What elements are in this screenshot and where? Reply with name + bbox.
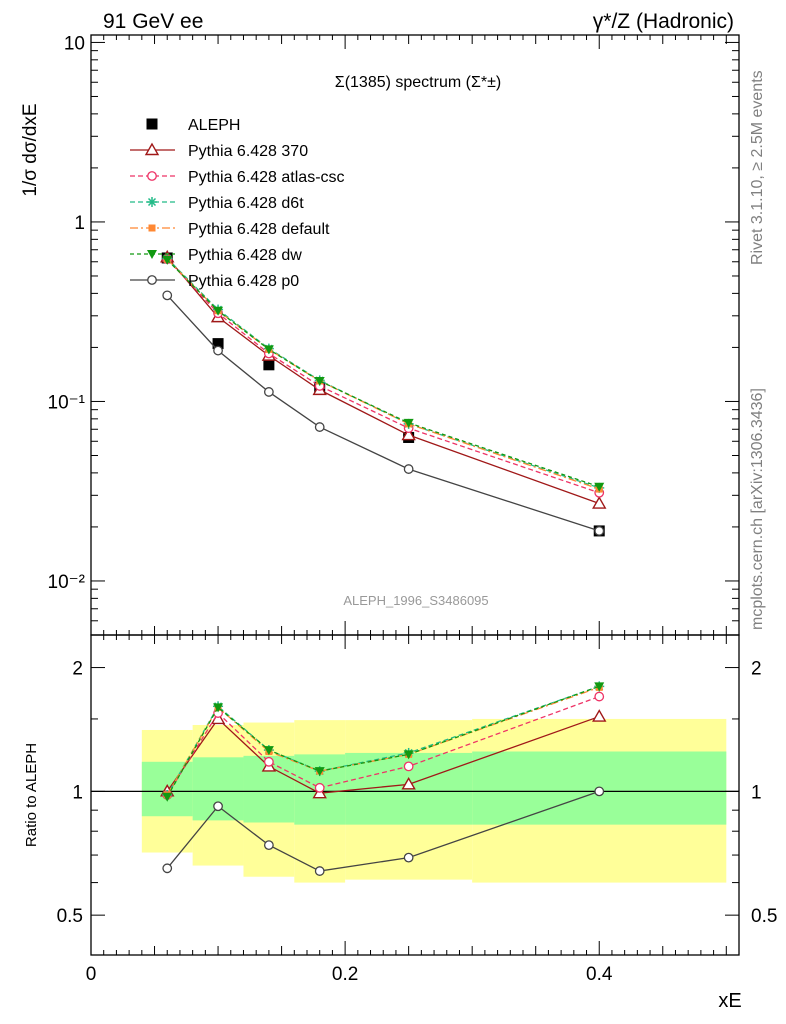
legend-item-pythia-6-428-370: Pythia 6.428 370	[130, 142, 308, 160]
x-tick-label: 0	[86, 964, 97, 985]
x-axis-label: xE	[718, 990, 741, 1012]
ratio-y-tick-label-right: 0.5	[751, 906, 777, 927]
data-marker	[403, 418, 414, 428]
ratio-y-tick-label-left: 2	[72, 659, 83, 680]
main-y-tick-label: 10	[64, 33, 85, 54]
data-marker	[594, 786, 605, 797]
data-marker	[263, 746, 274, 756]
data-marker	[403, 750, 414, 760]
analysis-label: ALEPH_1996_S3486095	[343, 593, 488, 608]
legend-item-pythia-6-428-atlas-csc: Pythia 6.428 atlas-csc	[130, 169, 345, 186]
legend-item-aleph: ALEPH	[146, 117, 240, 134]
legend-item-pythia-6-428-p0: Pythia 6.428 p0	[130, 273, 299, 290]
main-y-tick-label: 10⁻¹	[48, 392, 86, 413]
series-pythia-6-428-dw-line	[166, 259, 600, 488]
series-pythia-6-428-p0-line	[166, 790, 600, 872]
data-marker	[147, 275, 157, 285]
legend-label: Pythia 6.428 d6t	[188, 195, 304, 212]
data-marker	[314, 422, 325, 432]
star-stroke	[147, 197, 157, 207]
legend-item-pythia-6-428-d6t: Pythia 6.428 d6t	[130, 195, 304, 212]
series-pythia-6-428-370-line	[166, 715, 600, 794]
data-marker	[144, 142, 160, 156]
series-pythia-6-428-p0	[162, 786, 605, 876]
data-marker	[263, 387, 274, 397]
data-marker	[162, 863, 173, 874]
series-pythia-6-428-dw	[162, 682, 605, 802]
data-marker	[263, 359, 275, 371]
data-marker	[212, 338, 224, 350]
data-marker	[162, 792, 173, 802]
data-marker	[403, 464, 414, 474]
data-marker	[147, 250, 157, 259]
data-marker	[263, 756, 274, 767]
series-pythia-6-428-atlas-csc	[162, 254, 605, 498]
ratio-y-axis-label: Ratio to ALEPH	[23, 743, 40, 847]
data-marker	[594, 482, 605, 492]
legend-label: Pythia 6.428 p0	[188, 273, 299, 290]
legend-label: Pythia 6.428 370	[188, 143, 308, 160]
data-marker	[314, 767, 325, 777]
legend-item-pythia-6-428-default: Pythia 6.428 default	[130, 221, 330, 238]
series-pythia-6-428-dw-line	[166, 685, 600, 798]
ratio-y-tick-label-right: 1	[751, 782, 762, 803]
data-marker	[146, 118, 158, 130]
data-marker	[213, 306, 224, 316]
series-pythia-6-428-atlas-csc-line	[166, 258, 600, 494]
data-marker	[147, 197, 157, 207]
data-marker	[162, 255, 173, 265]
data-marker	[401, 776, 416, 790]
data-marker	[213, 801, 223, 812]
rivet-version-label: Rivet 3.1.10, ≥ 2.5M events	[749, 70, 766, 265]
data-marker	[314, 376, 325, 386]
data-marker	[263, 840, 274, 851]
legend-item-pythia-6-428-dw: Pythia 6.428 dw	[130, 247, 302, 264]
series-pythia-6-428-default-line	[166, 258, 600, 490]
series-aleph	[161, 252, 605, 537]
series-pythia-6-428-p0	[162, 290, 605, 536]
ratio-y-tick-label-left: 0.5	[57, 906, 83, 927]
data-marker	[594, 526, 605, 536]
series-pythia-6-428-p0-line	[166, 294, 600, 532]
ratio-plot: 2 2 1 1 0.5 0.5 0 0.2 0.4	[57, 634, 777, 985]
legend-label: ALEPH	[188, 117, 240, 134]
legend-label: Pythia 6.428 dw	[188, 247, 302, 264]
mcplots-label: mcplots.cern.ch [arXiv:1306.3436]	[749, 388, 766, 630]
header-right: γ*/Z (Hadronic)	[593, 10, 734, 33]
series-pythia-6-428-370-line	[166, 256, 600, 505]
data-marker	[403, 761, 414, 772]
series-pythia-6-428-atlas-csc-line	[166, 695, 600, 796]
data-marker	[314, 866, 325, 876]
header-left: 91 GeV ee	[103, 10, 203, 33]
data-marker	[314, 782, 325, 793]
data-marker	[592, 709, 607, 722]
ratio-plot-frame	[90, 634, 740, 956]
ratio-y-tick-label-right: 2	[751, 659, 762, 680]
legend: ALEPH Pythia 6.428 370 Pythia 6.428 atlas-…	[130, 117, 345, 290]
data-marker	[263, 345, 274, 355]
data-marker	[148, 224, 156, 232]
data-marker	[592, 496, 607, 509]
x-tick-label: 0.4	[586, 964, 613, 985]
data-marker	[213, 345, 223, 356]
data-marker	[162, 290, 173, 301]
data-marker	[594, 691, 605, 702]
legend-label: Pythia 6.428 default	[188, 221, 330, 238]
x-tick-label: 0.2	[332, 964, 358, 985]
data-marker	[213, 703, 224, 713]
legend-label: Pythia 6.428 atlas-csc	[188, 169, 345, 186]
main-title: Σ(1385) spectrum (Σ*±)	[335, 74, 501, 91]
data-marker	[147, 171, 157, 181]
main-y-tick-label: 10⁻²	[48, 572, 86, 593]
main-y-axis-label: 1/σ dσ/dxE	[20, 103, 41, 196]
series-pythia-6-428-dw	[162, 255, 605, 492]
data-marker	[401, 427, 416, 441]
data-marker	[594, 682, 605, 692]
series-pythia-6-428-d6t-line	[166, 258, 600, 489]
main-y-tick-label: 1	[74, 213, 85, 234]
data-marker	[403, 852, 414, 863]
ratio-y-tick-label-left: 1	[72, 782, 83, 803]
